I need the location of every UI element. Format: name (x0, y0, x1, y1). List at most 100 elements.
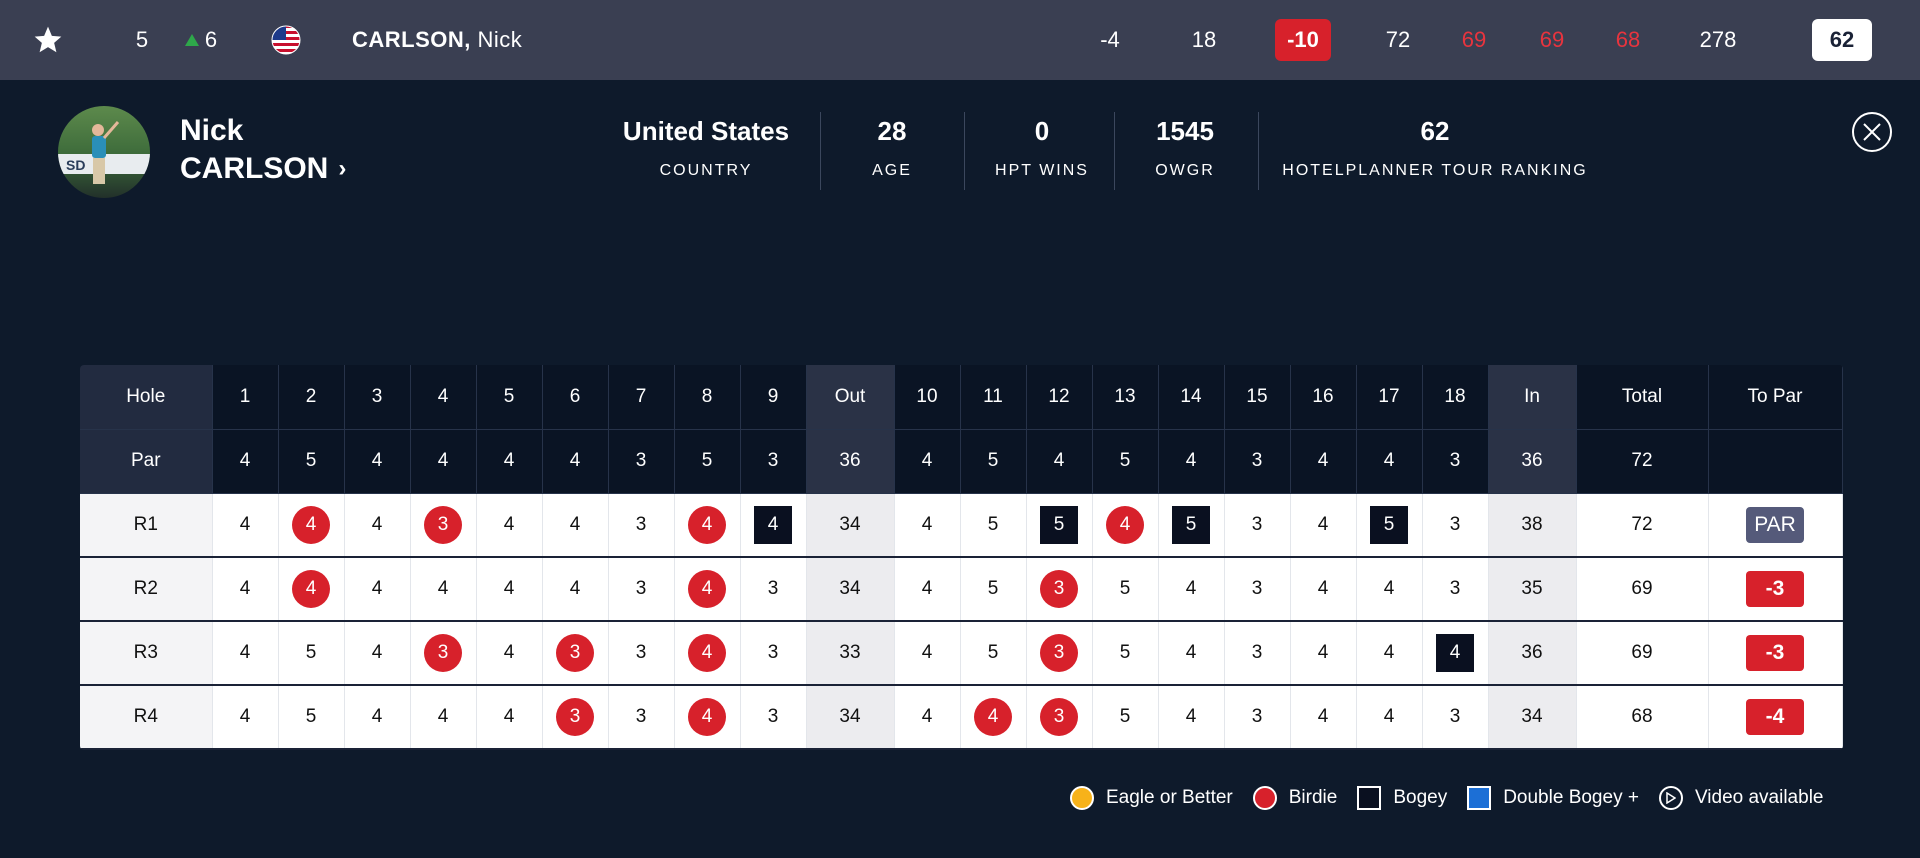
projected-rank-badge: 62 (1811, 19, 1873, 61)
legend-double-bogey: Double Bogey + (1467, 786, 1639, 810)
par-score: 3 (635, 642, 647, 663)
legend-bogey: Bogey (1357, 786, 1447, 810)
to-par-badge: -3 (1746, 635, 1804, 671)
par-row-cell: 3 (608, 429, 675, 494)
to-par-cell: PAR (1708, 493, 1843, 558)
par-row-cell: 5 (960, 429, 1027, 494)
hole-score-cell: 5 (1356, 493, 1423, 558)
legend-video: Video available (1658, 786, 1823, 810)
par-score: 3 (767, 642, 779, 663)
hole-score-cell: 3 (1224, 557, 1291, 622)
par-score: 4 (569, 513, 581, 535)
subtotal-cell: 36 (1488, 621, 1577, 686)
hole-score-cell: 4 (410, 557, 477, 622)
par-row-cell: 5 (1092, 429, 1159, 494)
total-strokes: 278 (1699, 27, 1737, 52)
total-cell: 72 (1576, 493, 1709, 558)
hole-score-cell: 4 (278, 557, 345, 622)
bogey-score: 4 (1436, 634, 1474, 672)
par-row-cell: 4 (894, 429, 961, 494)
hole-score-cell: 4 (1290, 685, 1357, 750)
par-row-cell: 4 (1026, 429, 1093, 494)
hole-header-row-cell: 11 (960, 365, 1027, 430)
par-score: 5 (305, 642, 317, 663)
player-row[interactable]: 5 6 CARLSON, Nick -4 18 -10 72 69 69 68 … (0, 0, 1920, 80)
birdie-score: 3 (556, 698, 594, 736)
hole-score-cell: 4 (344, 493, 411, 558)
hole-score-cell: 5 (278, 685, 345, 750)
hole-header-row-cell: 17 (1356, 365, 1423, 430)
par-score: 4 (1317, 706, 1329, 727)
hole-score-cell: 3 (740, 557, 807, 622)
birdie-score: 4 (292, 570, 330, 608)
hole-score-cell: 3 (608, 557, 675, 622)
hole-score-cell: 4 (212, 621, 279, 686)
hole-score-cell: 3 (608, 493, 675, 558)
par-score: 5 (1119, 642, 1131, 663)
to-par-cell: -3 (1708, 621, 1843, 686)
par-score: 4 (1185, 642, 1197, 663)
par-row-cell: 4 (542, 429, 609, 494)
hole-score-cell: 4 (894, 557, 961, 622)
favorite-star-icon[interactable] (28, 0, 68, 80)
hole-header-row-cell: 4 (410, 365, 477, 430)
par-row-cell: 36 (1488, 429, 1577, 494)
par-score: 4 (921, 642, 933, 663)
svg-text:SD: SD (66, 157, 85, 173)
total-cell: 69 (1576, 621, 1709, 686)
hole-score-cell: 3 (740, 621, 807, 686)
par-score: 5 (1119, 578, 1131, 599)
hole-header-row-cell: 9 (740, 365, 807, 430)
round-4-score: 68 (1615, 27, 1641, 52)
subtotal-cell: 38 (1488, 493, 1577, 558)
par-score: 4 (503, 642, 515, 663)
player-last-name: CARLSON (180, 152, 329, 185)
hole-header-row-cell: Out (806, 365, 895, 430)
par-row-cell: 4 (212, 429, 279, 494)
hole-score-cell: 4 (476, 557, 543, 622)
to-par-badge: -3 (1746, 571, 1804, 607)
par-score: 4 (921, 706, 933, 727)
hole-score-cell: 3 (1422, 685, 1489, 750)
to-par-cell: -4 (1708, 685, 1843, 750)
hole-score-cell: 4 (1290, 621, 1357, 686)
to-par-cell: -3 (1708, 557, 1843, 622)
total-cell: 69 (1576, 557, 1709, 622)
par-score: 4 (503, 513, 515, 535)
hole-score-cell: 5 (960, 493, 1027, 558)
player-full-name[interactable]: Nick CARLSON › (180, 112, 346, 188)
player-avatar[interactable]: SD (58, 106, 150, 198)
par-score: 4 (921, 513, 933, 535)
hole-score-cell: 4 (1356, 621, 1423, 686)
hole-score-cell: 4 (212, 557, 279, 622)
birdie-score: 4 (292, 505, 330, 544)
scorecard-table: Hole 1 2 3 4 5 6 7 8 9 Out 10 11 12 13 14 15 16 17 18 In Tota… (80, 365, 1843, 750)
hole-score-cell: 4 (740, 493, 807, 558)
par-score: 3 (767, 706, 779, 727)
birdie-score: 4 (688, 505, 726, 544)
double-bogey-swatch-icon (1467, 786, 1492, 810)
subtotal-cell: 34 (806, 557, 895, 622)
hole-score-cell: 4 (1158, 557, 1225, 622)
hole-score-cell: 3 (740, 685, 807, 750)
birdie-score: 3 (1040, 698, 1078, 736)
par-score: 3 (1251, 706, 1263, 727)
par-score: 4 (371, 642, 383, 663)
hole-score-cell: 3 (542, 621, 609, 686)
bogey-swatch-icon (1357, 786, 1382, 810)
round-label: R2 (80, 557, 213, 622)
hole-score-cell: 4 (344, 685, 411, 750)
hole-header-row-cell: Total (1576, 365, 1709, 430)
hole-score-cell: 4 (278, 493, 345, 558)
hole-score-cell: 4 (894, 621, 961, 686)
round-row: R4 4 5 4 4 4 3 3 4 3 34 4 4 3 5 4 3 4 4 3 34 68 -4 (80, 685, 1843, 750)
hole-score-cell: 3 (1224, 493, 1291, 558)
close-button[interactable] (1852, 112, 1892, 152)
player-name[interactable]: CARLSON, Nick (352, 0, 592, 80)
par-score: 4 (437, 706, 449, 727)
round-3-score: 69 (1539, 27, 1565, 52)
hole-score-cell: 4 (1158, 621, 1225, 686)
stat-age: 28 AGE (872, 116, 912, 179)
birdie-score: 4 (688, 698, 726, 736)
movement-value: 6 (204, 27, 218, 52)
